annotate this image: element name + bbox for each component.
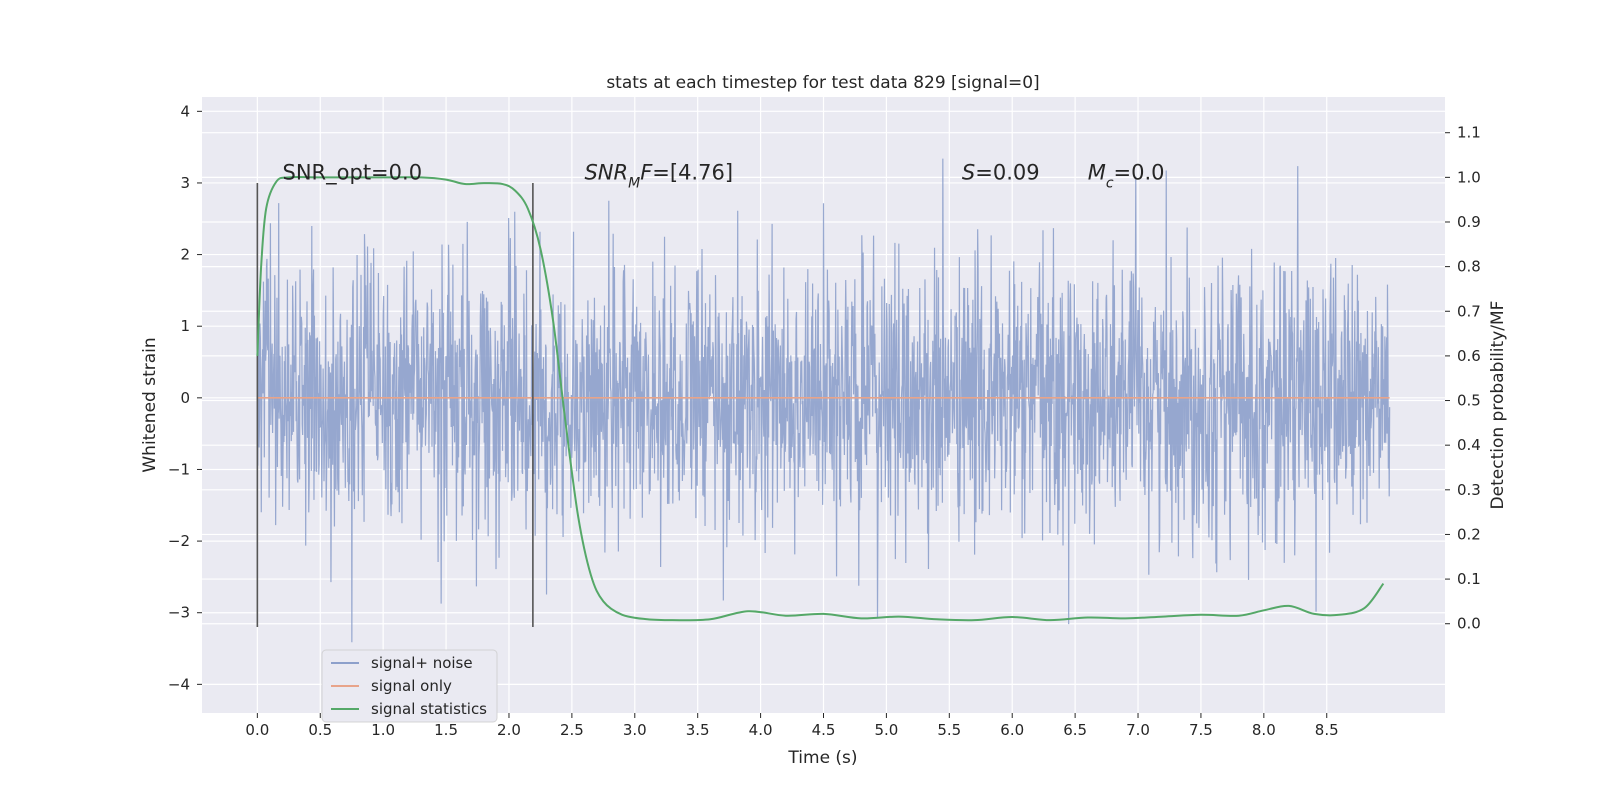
x-tick-label: 8.5: [1315, 721, 1339, 739]
signal-noise-line: [256, 158, 1391, 643]
right-tick-label: 1.0: [1457, 168, 1481, 186]
legend-label-signal-statistics: signal statistics: [371, 700, 487, 718]
y-tick-label: 0: [180, 389, 190, 407]
x-tick-label: 4.0: [749, 721, 773, 739]
y-tick-label: −1: [168, 460, 190, 478]
right-tick-label: 0.3: [1457, 481, 1481, 499]
x-tick-label: 0.5: [308, 721, 332, 739]
x-tick-label: 3.5: [686, 721, 710, 739]
x-tick-label: 0.0: [245, 721, 269, 739]
annotations: SNR_opt=0.0 SNRMF=[4.76] S=0.09 Mc=0.0: [283, 160, 1165, 191]
y-tick-label: −4: [168, 675, 190, 693]
x-tick-label: 7.0: [1126, 721, 1150, 739]
chart-title: stats at each timestep for test data 829…: [606, 73, 1039, 93]
signal-statistics-series: [256, 176, 1385, 622]
x-tick-label: 1.0: [371, 721, 395, 739]
annotation-text: S=0.09: [962, 160, 1040, 184]
y-tick-label: 1: [180, 317, 190, 335]
x-tick-label: 5.0: [874, 721, 898, 739]
right-tick-label: 0.4: [1457, 436, 1481, 454]
annotation-text: SNR_opt=0.0: [283, 160, 423, 185]
right-tick-label: 1.1: [1457, 124, 1481, 142]
annotation-text: SNRMF=[4.76]: [584, 160, 733, 191]
right-tick-label: 0.0: [1457, 615, 1481, 633]
right-tick-label: 0.5: [1457, 392, 1481, 410]
legend-box: [321, 649, 498, 723]
y-tick-label: 2: [180, 246, 190, 264]
x-tick-label: 3.0: [623, 721, 647, 739]
x-tick-label: 2.0: [497, 721, 521, 739]
right-tick-label: 0.8: [1457, 258, 1481, 276]
y-tick-label: −3: [168, 604, 190, 622]
signal-statistics-line: [256, 176, 1385, 622]
right-tick-label: 0.1: [1457, 570, 1481, 588]
annotation-text: Mc=0.0: [1088, 160, 1165, 191]
legend-label-signal-noise: signal+ noise: [371, 654, 473, 672]
y-axis-label: Whitened strain: [140, 337, 160, 472]
x-tick-label: 6.5: [1063, 721, 1087, 739]
legend-label-signal-only: signal only: [371, 677, 452, 695]
x-axis-label: Time (s): [787, 748, 857, 768]
right-axis-ticks: 1.1 1.0 0.9 0.8 0.7 0.6 0.5 0.4 0.3 0.2 0.1 0.0: [1445, 124, 1481, 633]
right-tick-label: 0.9: [1457, 213, 1481, 231]
marker-lines: [256, 182, 534, 628]
right-axis-label: Detection probability/MF: [1488, 301, 1508, 510]
y-tick-label: 3: [180, 174, 190, 192]
x-tick-label: 5.5: [937, 721, 961, 739]
x-tick-label: 8.0: [1252, 721, 1276, 739]
legend: signal+ noise signal only signal statist…: [321, 649, 498, 723]
signal-noise-series: [256, 158, 1391, 643]
x-tick-label: 6.0: [1000, 721, 1024, 739]
x-tick-label: 2.5: [560, 721, 584, 739]
x-axis-ticks: 0.0 0.5 1.0 1.5 2.0 2.5 3.0 3.5 4.0 4.5 5.0 5.5 6.0 6…: [245, 713, 1339, 739]
x-tick-label: 4.5: [812, 721, 836, 739]
right-tick-label: 0.6: [1457, 347, 1481, 365]
right-tick-label: 0.2: [1457, 525, 1481, 543]
x-tick-label: 7.5: [1189, 721, 1213, 739]
y-axis-ticks: 4 3 2 1 0 −1 −2 −3 −4: [168, 102, 202, 693]
right-tick-label: 0.7: [1457, 302, 1481, 320]
y-tick-label: 4: [180, 102, 190, 120]
y-tick-label: −2: [168, 532, 190, 550]
x-tick-label: 1.5: [434, 721, 458, 739]
